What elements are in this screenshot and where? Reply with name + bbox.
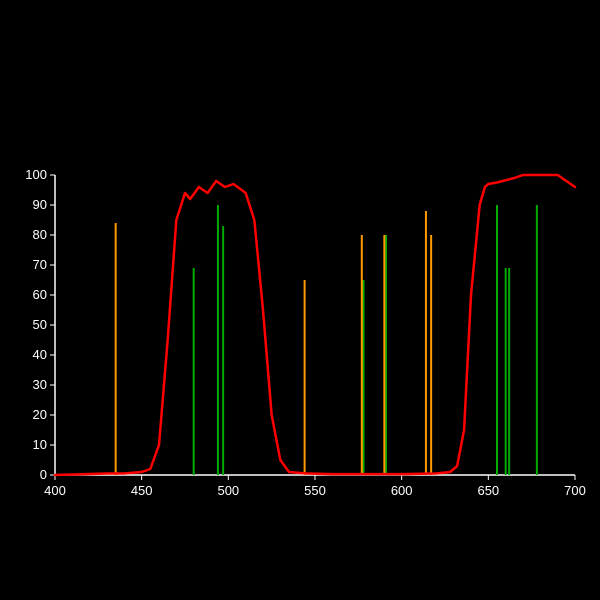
x-tick-label: 650 <box>477 483 499 498</box>
x-tick-label: 500 <box>217 483 239 498</box>
x-tick-label: 550 <box>304 483 326 498</box>
y-tick-label: 10 <box>33 437 47 452</box>
y-tick-label: 70 <box>33 257 47 272</box>
y-tick-label: 20 <box>33 407 47 422</box>
y-tick-label: 50 <box>33 317 47 332</box>
y-tick-label: 40 <box>33 347 47 362</box>
x-tick-label: 600 <box>391 483 413 498</box>
spectrum-chart: 400 450 500 550 600 650 700 0 10 20 30 40 50 60 70 80 90… <box>0 0 600 600</box>
y-tick-label: 0 <box>40 467 47 482</box>
x-tick-label: 400 <box>44 483 66 498</box>
y-tick-label: 100 <box>25 167 47 182</box>
x-tick-label: 450 <box>131 483 153 498</box>
y-tick-label: 90 <box>33 197 47 212</box>
chart-canvas: 400 450 500 550 600 650 700 0 10 20 30 40 50 60 70 80 90… <box>0 0 600 600</box>
y-tick-label: 80 <box>33 227 47 242</box>
y-tick-label: 30 <box>33 377 47 392</box>
y-tick-label: 60 <box>33 287 47 302</box>
x-tick-label: 700 <box>564 483 586 498</box>
